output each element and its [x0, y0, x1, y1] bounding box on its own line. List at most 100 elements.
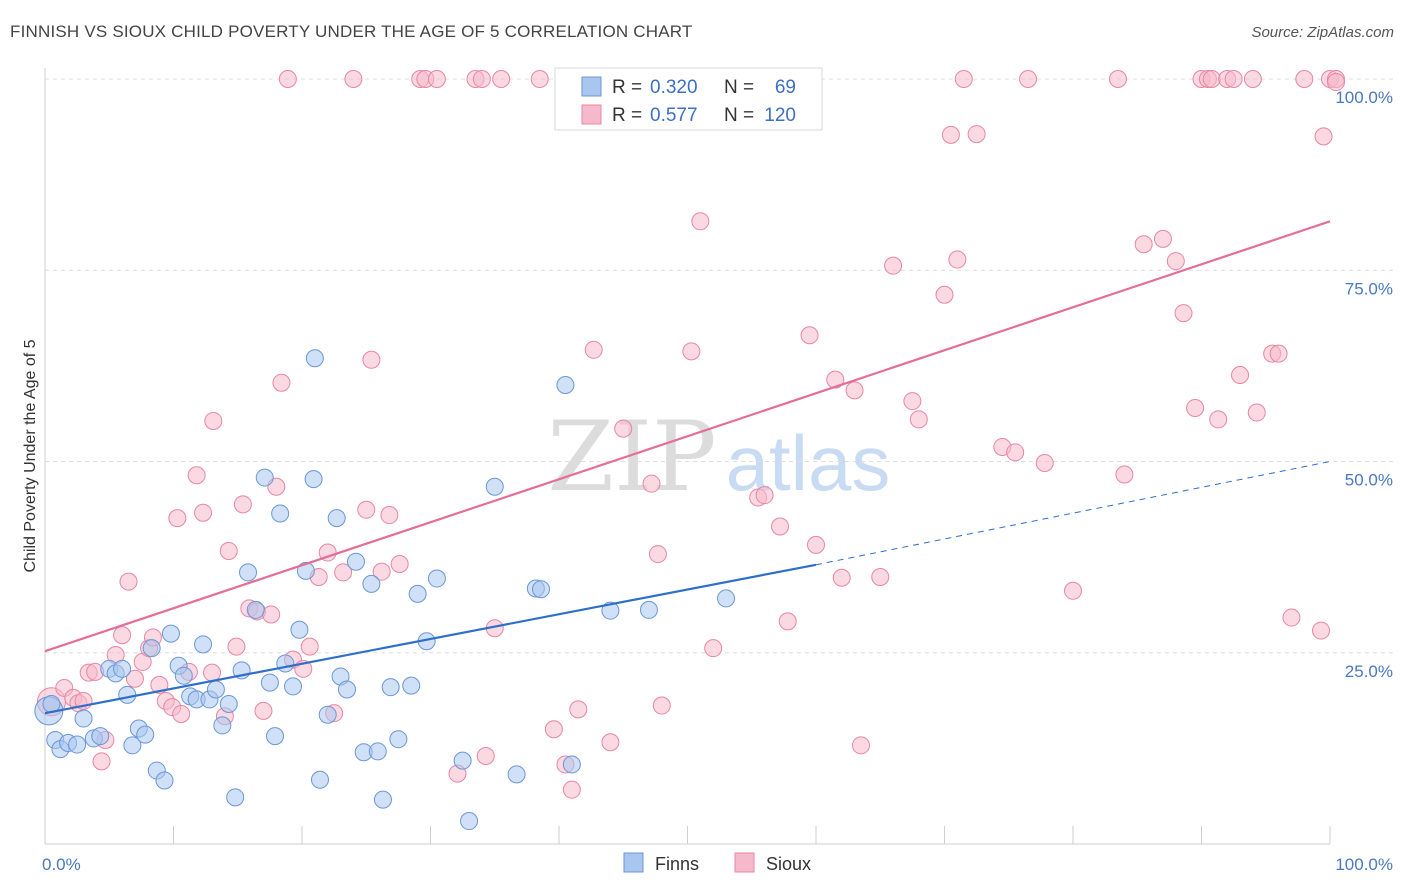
sioux-point-100 — [1153, 229, 1172, 248]
sioux-point-47 — [372, 562, 391, 581]
sioux-point-52 — [427, 70, 446, 88]
y-tick-label-2: 75.0% — [1345, 279, 1393, 298]
trend-lines — [44, 220, 1331, 715]
finns-point-32 — [246, 600, 265, 619]
sioux-point-98 — [1115, 465, 1134, 484]
sioux-point-114 — [1269, 344, 1288, 363]
finns-point-27 — [213, 716, 232, 735]
bottom-legend: Finns Sioux — [623, 852, 811, 874]
sioux-point-87 — [935, 285, 954, 304]
finns-point-8 — [91, 727, 110, 746]
sioux-point-16 — [150, 675, 169, 694]
sioux-point-44 — [344, 70, 363, 88]
sioux-point-83 — [871, 568, 890, 587]
x-tick-label-min: 0.0% — [42, 855, 81, 874]
sioux-point-24 — [203, 663, 222, 682]
legend-n-label-1: N = — [724, 105, 754, 126]
finns-point-19 — [161, 624, 180, 643]
sioux-point-32 — [254, 701, 273, 720]
finns-point-21 — [174, 666, 193, 685]
sioux-point-99 — [1134, 235, 1153, 254]
sioux-point-25 — [204, 411, 223, 430]
finns-point-61 — [485, 477, 504, 496]
y-axis-label: Child Poverty Under the Age of 5 — [22, 339, 39, 572]
sioux-point-94 — [1019, 70, 1038, 88]
sioux-point-46 — [362, 350, 381, 369]
sioux-point-23 — [194, 503, 213, 522]
sioux-point-28 — [227, 637, 246, 656]
sioux-point-55 — [472, 70, 491, 88]
sioux-point-75 — [771, 517, 790, 536]
finns-point-43 — [305, 349, 324, 368]
bottom-legend-swatch-0 — [623, 852, 644, 873]
bottom-legend-label-1: Sioux — [766, 854, 811, 874]
sioux-point-112 — [1247, 403, 1266, 422]
legend-swatch-0 — [581, 76, 602, 97]
sioux-point-106 — [1202, 70, 1221, 88]
finns-point-67 — [601, 601, 620, 620]
finns-point-36 — [271, 504, 290, 523]
sioux-point-41 — [318, 543, 337, 562]
finns-point-37 — [276, 654, 295, 673]
sioux-point-65 — [601, 733, 620, 752]
bottom-legend-label-0: Finns — [655, 854, 699, 874]
finns-point-45 — [327, 509, 346, 528]
sioux-point-93 — [1006, 443, 1025, 462]
finns-point-47 — [337, 680, 356, 699]
sioux-point-27 — [219, 542, 238, 561]
sioux-point-10 — [113, 626, 132, 645]
finns-point-42 — [310, 770, 329, 789]
tick-labels: 25.0% 50.0% 75.0% 100.0% 0.0% 100.0% — [42, 88, 1393, 874]
sioux-point-107 — [1209, 410, 1228, 429]
sioux-point-35 — [272, 373, 291, 392]
sioux-point-117 — [1312, 621, 1331, 640]
sioux-point-109 — [1224, 70, 1243, 88]
bottom-legend-swatch-1 — [734, 852, 755, 873]
legend-r-value-1: 0.577 — [650, 105, 698, 126]
finns-point-44 — [318, 705, 337, 724]
sioux-point-68 — [648, 545, 667, 564]
sioux-point-48 — [380, 506, 399, 525]
finns-point-40 — [296, 561, 315, 580]
sioux-point-56 — [476, 747, 495, 766]
finns-point-56 — [408, 584, 427, 603]
legend: R = 0.320 N = 69 R = 0.577 N = 120 — [554, 67, 823, 131]
sioux-point-29 — [233, 495, 252, 514]
sioux-trend-line — [44, 220, 1331, 653]
finns-point-54 — [389, 730, 408, 749]
y-tick-label-3: 100.0% — [1335, 88, 1393, 107]
finns-point-29 — [226, 788, 245, 807]
finns-point-26 — [206, 680, 225, 699]
finns-point-13 — [123, 736, 142, 755]
sioux-point-102 — [1174, 304, 1193, 323]
finns-point-16 — [142, 639, 161, 658]
sioux-point-118 — [1314, 127, 1333, 146]
sioux-point-82 — [851, 736, 870, 755]
legend-n-label-0: N = — [724, 77, 754, 98]
sioux-point-88 — [941, 125, 960, 144]
finns-point-5 — [68, 735, 87, 754]
finns-point-59 — [453, 751, 472, 770]
sioux-point-91 — [967, 125, 986, 144]
finns-point-41 — [304, 470, 323, 489]
sioux-point-95 — [1035, 454, 1054, 473]
finns-trend-line — [44, 563, 817, 715]
sioux-point-86 — [909, 410, 928, 429]
y-tick-label-0: 25.0% — [1345, 662, 1393, 681]
sioux-point-115 — [1282, 608, 1301, 627]
sioux-point-11 — [119, 572, 138, 591]
finns-point-31 — [239, 563, 258, 582]
sioux-point-45 — [357, 500, 376, 519]
sioux-point-59 — [530, 70, 549, 88]
finns-point-51 — [368, 742, 387, 761]
sioux-point-70 — [682, 342, 701, 361]
finns-point-6 — [74, 709, 93, 728]
sioux-point-111 — [1243, 70, 1262, 88]
legend-r-label-0: R = — [612, 77, 642, 98]
finns-point-34 — [260, 673, 279, 692]
finns-point-68 — [639, 600, 658, 619]
sioux-point-101 — [1166, 252, 1185, 271]
sioux-point-76 — [778, 612, 797, 631]
sioux-point-103 — [1186, 398, 1205, 417]
